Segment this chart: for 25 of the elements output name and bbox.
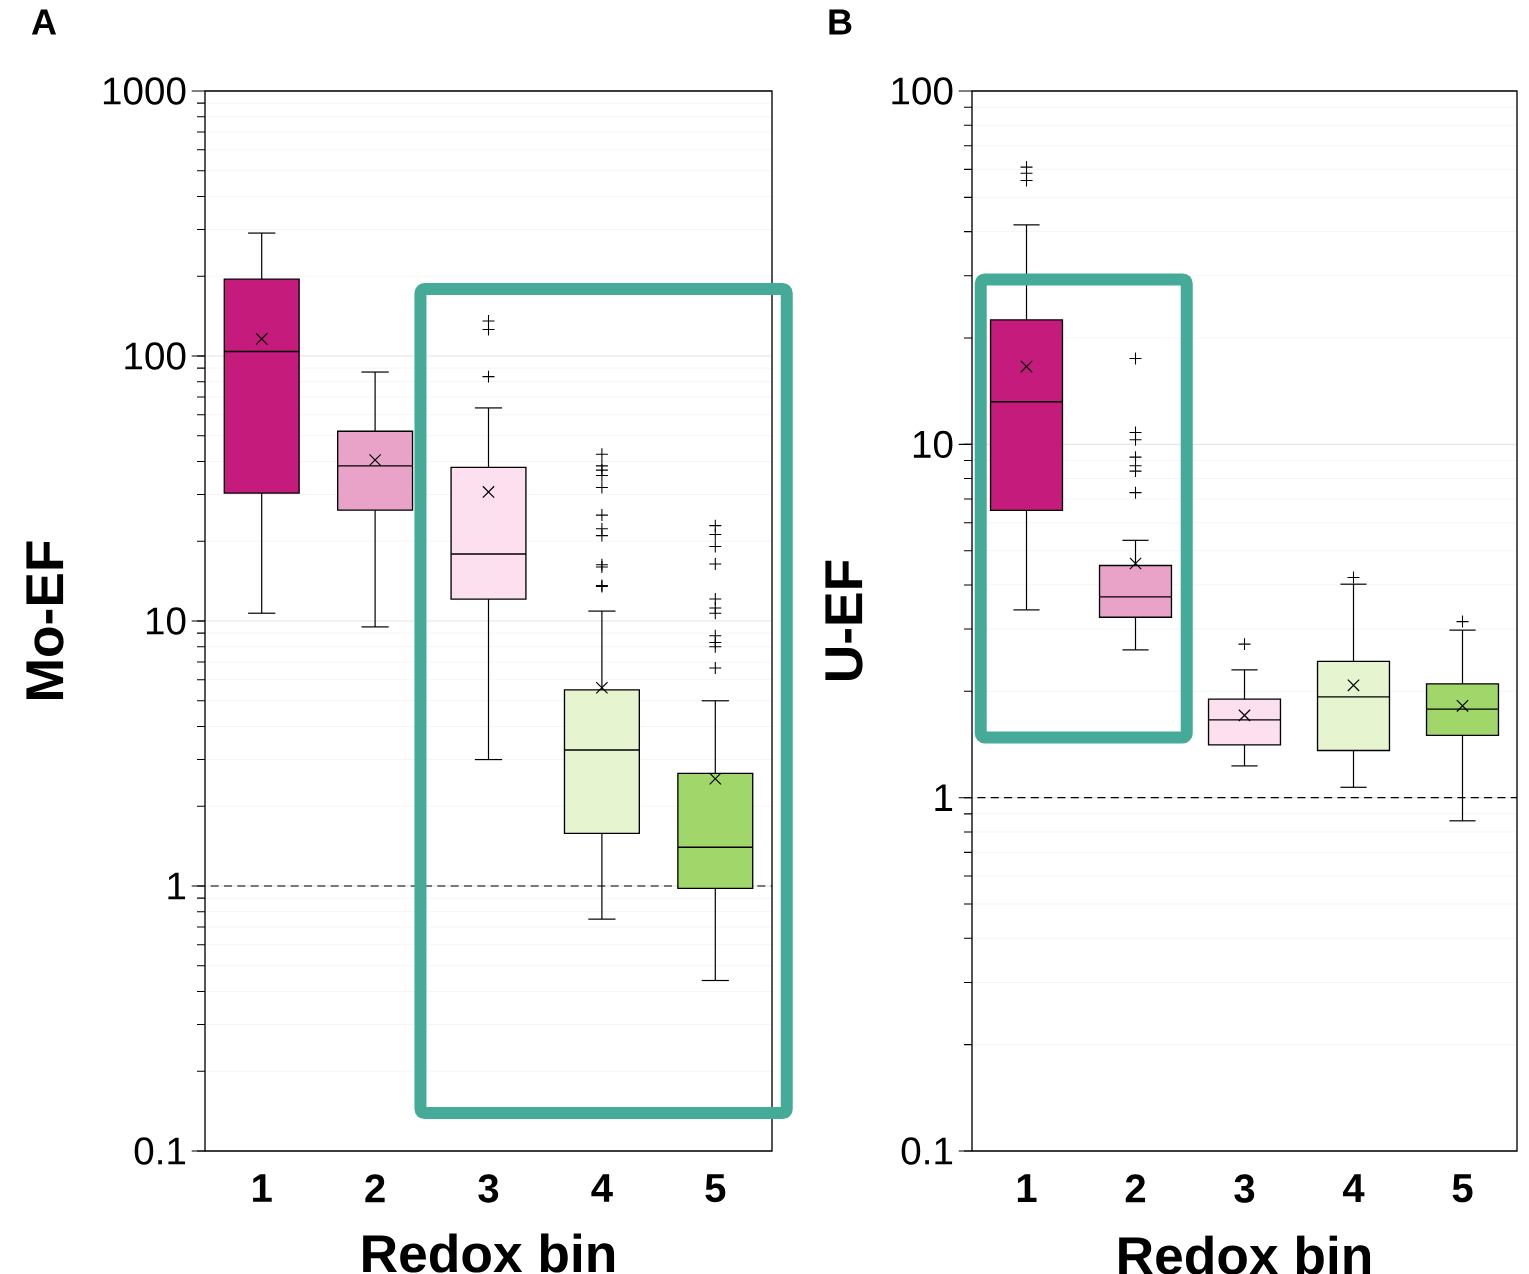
x-tick-label: 4	[591, 1174, 613, 1202]
y-tick-label: 100	[125, 342, 186, 370]
x-tick-label: 3	[1234, 1174, 1255, 1203]
y-tick-label: 1000	[103, 77, 186, 105]
chart-title: B	[829, 9, 852, 35]
y-tick-label: 1	[935, 784, 953, 811]
x-tick-label: 5	[705, 1174, 726, 1203]
x-tick-label: 2	[365, 1174, 385, 1203]
chart-title: A	[31, 9, 57, 35]
y-tick-label: 0.1	[134, 1137, 186, 1165]
y-axis-title: Mo-EF	[26, 541, 64, 699]
y-tick-label: 1	[168, 872, 186, 900]
x-axis-title: Redox bin	[1119, 1235, 1371, 1274]
x-tick-label: 2	[1125, 1174, 1146, 1203]
x-tick-label: 3	[478, 1174, 499, 1203]
y-tick-label: 10	[913, 430, 953, 459]
y-axis-title: U-EF	[825, 560, 863, 681]
x-axis-title: Redox bin	[363, 1233, 615, 1273]
x-tick-label: 4	[1342, 1174, 1365, 1202]
y-tick-label: 0.1	[901, 1137, 953, 1165]
x-tick-label: 1	[1017, 1174, 1037, 1202]
y-tick-label: 10	[146, 607, 186, 635]
x-tick-label: 5	[1452, 1174, 1473, 1203]
y-tick-label: 100	[892, 77, 953, 105]
x-tick-label: 1	[253, 1174, 272, 1202]
